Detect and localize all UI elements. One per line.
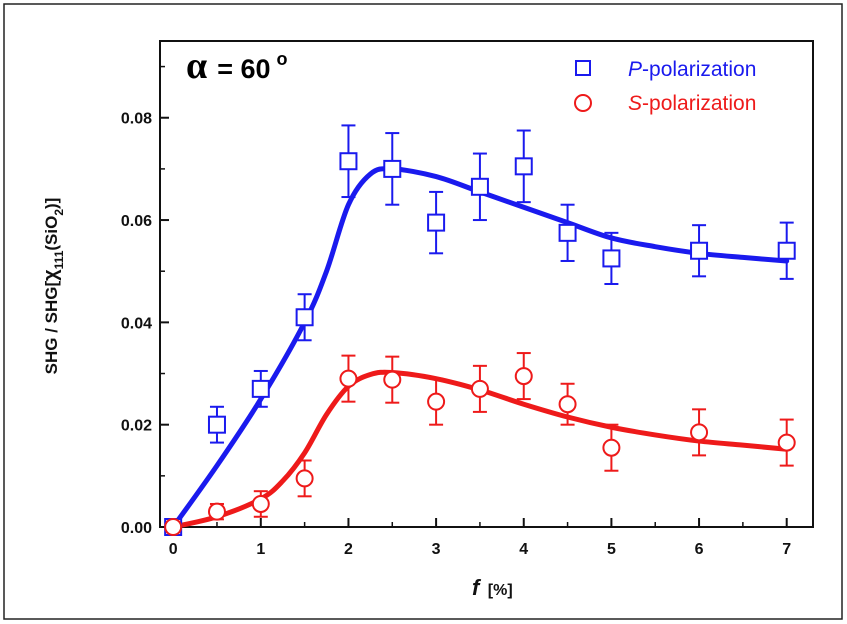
legend-label-s-suffix: -polarization (642, 92, 756, 115)
data-point-s (470, 379, 489, 398)
y-tick-label: 0.08 (121, 111, 152, 128)
data-point-s (251, 494, 270, 513)
y-axis-title-sio-sub: 2 (52, 209, 66, 216)
x-tick-label: 4 (519, 541, 528, 558)
data-point-s (558, 395, 577, 414)
data-point-s (339, 369, 358, 388)
fit-curve-p (170, 166, 790, 530)
data-point-s (164, 518, 183, 536)
x-tick-label: 6 (695, 541, 704, 558)
axis-ticks: 0 1 2 3 4 5 6 7 0.00 0.02 0.04 0.06 0.08 (121, 65, 791, 558)
data-point-p (558, 223, 577, 242)
data-point-p (383, 159, 402, 178)
legend-label-s: S-polarization (628, 92, 756, 115)
data-point-p (514, 157, 533, 176)
data-point-s (383, 370, 402, 389)
data-point-p (427, 213, 446, 232)
x-axis-title-unit: [%] (488, 582, 513, 599)
legend-label-p-suffix: -polarization (642, 58, 756, 81)
data-point-s (207, 502, 226, 521)
data-point-p (295, 308, 314, 327)
data-point-s (295, 469, 314, 488)
y-axis-title-chi: χ (40, 269, 62, 281)
data-point-p (251, 379, 270, 398)
y-axis-title-prefix: SHG / SHG[ (42, 281, 61, 375)
y-axis-title-paren: (SiO (42, 216, 61, 251)
y-tick-label: 0.02 (121, 418, 152, 435)
x-tick-label: 7 (782, 541, 791, 558)
x-tick-label: 2 (344, 541, 353, 558)
annotation: α = 60 o (186, 45, 288, 87)
y-axis-title-chi-sub: 111 (52, 250, 66, 269)
legend-label-p: P-polarization (628, 58, 756, 81)
x-tick-label: 3 (432, 541, 441, 558)
data-point-p (339, 152, 358, 171)
y-tick-label: 0.04 (121, 315, 152, 332)
annotation-degree: o (277, 49, 288, 69)
data-point-s (602, 438, 621, 457)
data-point-p (207, 415, 226, 434)
plot-area-frame (159, 40, 814, 528)
data-point-p (470, 177, 489, 196)
legend-marker-square (575, 60, 591, 76)
x-axis-title: f [%] (472, 575, 513, 600)
data-point-s (690, 423, 709, 442)
legend-marker-circle (574, 94, 592, 112)
y-tick-label: 0.06 (121, 213, 152, 230)
y-axis-title: SHG / SHG[χ111(SiO2)] (40, 198, 66, 375)
figure-frame (3, 3, 843, 620)
data-point-p (777, 241, 796, 260)
annotation-text: = 60 (217, 54, 270, 84)
x-axis-title-main: f (472, 575, 482, 600)
data-point-s (777, 433, 796, 452)
annotation-symbol: α (186, 45, 207, 87)
x-tick-label: 0 (169, 541, 178, 558)
data-point-p (690, 241, 709, 260)
legend: P-polarization S-polarization (574, 58, 756, 115)
x-tick-label: 5 (607, 541, 616, 558)
data-points (164, 124, 796, 536)
x-tick-label: 1 (256, 541, 265, 558)
fit-curve-s (170, 369, 790, 530)
y-tick-label: 0.00 (121, 520, 152, 537)
data-point-s (514, 367, 533, 386)
legend-label-s-prefix: S (628, 92, 642, 115)
data-point-p (602, 249, 621, 268)
legend-label-p-prefix: P (628, 58, 642, 81)
data-point-s (427, 392, 446, 411)
y-axis-title-close: )] (42, 198, 61, 209)
fit-curves (170, 166, 790, 530)
